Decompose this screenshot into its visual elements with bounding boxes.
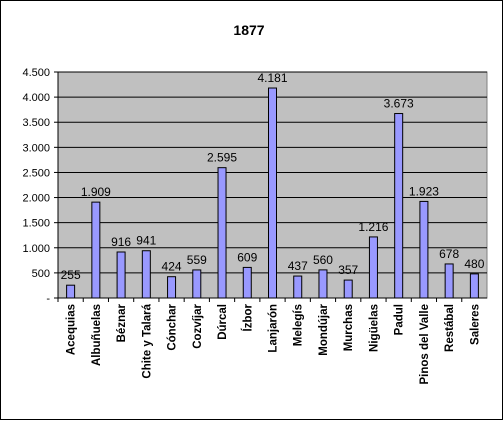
x-tick-label: Padul (394, 304, 406, 335)
bar (469, 273, 479, 299)
y-tick-label: 1.000 (22, 243, 50, 255)
data-label: 941 (136, 234, 156, 248)
bar (66, 284, 76, 299)
data-label: 1.909 (81, 185, 111, 199)
x-tick-label: Mondújar (318, 303, 330, 355)
x-tick-label: Béznar (116, 303, 128, 342)
data-label: 609 (237, 250, 257, 264)
data-label: 1.216 (358, 220, 388, 234)
x-tick-label: Acequias (66, 304, 78, 355)
data-label: 916 (111, 235, 131, 249)
x-tick-label: Murchas (343, 304, 355, 351)
data-label: 255 (61, 268, 81, 282)
x-tick-label: Ízbor (241, 303, 254, 331)
y-tick-label: 1.500 (22, 218, 50, 230)
bar (141, 250, 151, 299)
data-label: 559 (187, 253, 207, 267)
x-tick-label: Cónchar (167, 303, 179, 350)
data-label: 3.673 (384, 97, 414, 111)
x-tick-label: Cozvíjar (192, 303, 204, 348)
bar (343, 279, 353, 299)
bar (268, 87, 277, 299)
bar (91, 201, 101, 299)
bar (318, 269, 328, 299)
bar (217, 167, 227, 299)
y-tick-label: 500 (32, 268, 50, 280)
data-label: 424 (162, 260, 182, 274)
bar (394, 113, 404, 299)
bar (444, 263, 454, 299)
data-label: 4.181 (257, 71, 287, 85)
plot-area: - 500 1.000 1.500 2.000 2.500 3.000 3.500 4.000 4… (22, 67, 488, 385)
y-tick-label: 4.500 (22, 67, 50, 79)
chart-title: 1877 (233, 22, 264, 38)
y-tick-label: 3.000 (22, 142, 50, 154)
y-tick-label: 2.500 (22, 167, 50, 179)
bar (116, 251, 126, 299)
x-tick-label: Dúrcal (217, 304, 229, 340)
data-label: 2.595 (207, 151, 237, 165)
x-tick-label: Chite y Talará (141, 303, 153, 378)
y-tick-label: - (46, 293, 50, 305)
bar (419, 200, 429, 299)
data-label: 480 (464, 257, 484, 271)
data-label: 357 (338, 263, 358, 277)
bar (167, 276, 177, 299)
x-tick-label: Pinos del Valle (419, 304, 431, 385)
x-tick-label: Albuñuelas (91, 304, 103, 366)
x-tick-label: Lanjarón (268, 304, 280, 353)
x-tick-label: Nigüelas (368, 304, 380, 352)
x-tick-label: Melegís (293, 304, 305, 346)
data-label: 678 (439, 247, 459, 261)
x-tick-label: Saleres (469, 304, 481, 345)
x-tick-label: Restábal (444, 304, 456, 352)
bar (293, 275, 303, 299)
y-tick-label: 2.000 (22, 193, 50, 205)
bar (242, 266, 252, 299)
bar (368, 236, 378, 299)
y-tick-label: 3.500 (22, 117, 50, 129)
data-label: 560 (313, 253, 333, 267)
data-label: 437 (288, 259, 308, 273)
y-tick-label: 4.000 (22, 92, 50, 104)
data-label: 1.923 (409, 184, 439, 198)
bar (192, 269, 202, 299)
